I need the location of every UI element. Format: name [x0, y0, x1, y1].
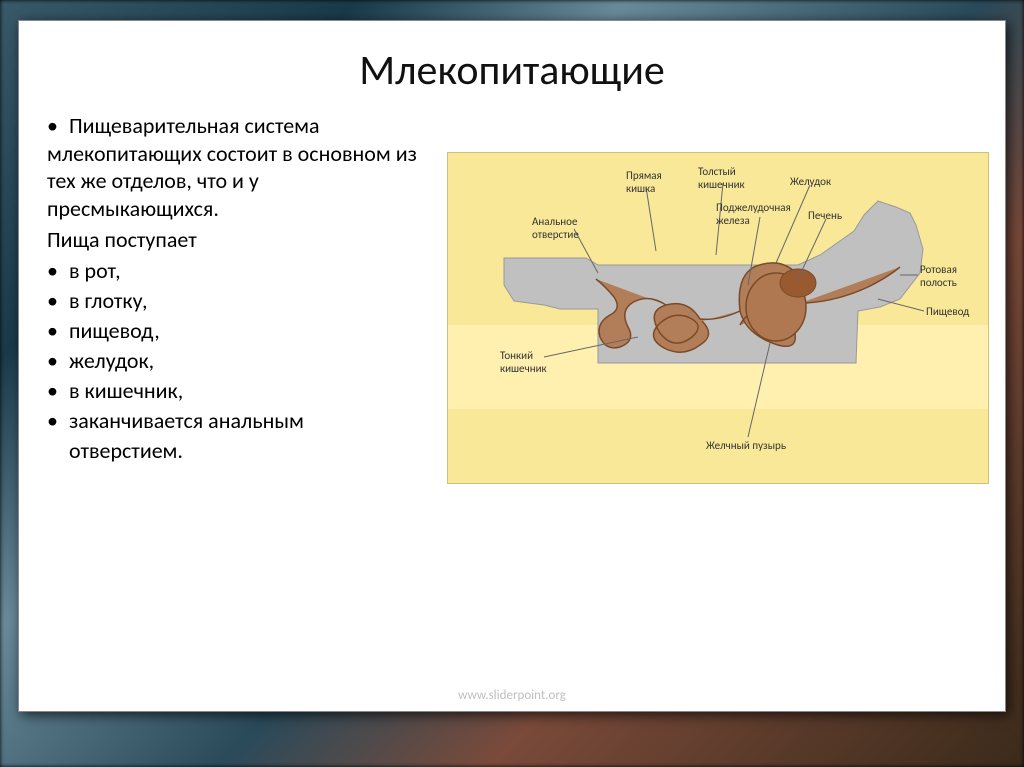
anatomy-label-rectum: Прямаякишка: [626, 169, 662, 195]
liver-shape: [780, 269, 816, 297]
anatomy-label-mouth: Ротоваяполость: [920, 263, 957, 289]
anatomy-label-smallint: Тонкийкишечник: [500, 349, 547, 375]
slide-title: Млекопитающие: [47, 45, 977, 96]
anatomy-label-stomach: Желудок: [790, 175, 831, 188]
leader-rectum: [646, 187, 656, 251]
slide-card: Млекопитающие •Пищеварительная система м…: [18, 20, 1006, 712]
anatomy-diagram: Прямаякишка Толстыйкишечник Желудок Анально…: [447, 152, 989, 484]
anatomy-label-liver: Печень: [808, 209, 842, 222]
subheading: Пища поступает: [47, 226, 427, 253]
list-item: в глотку,: [47, 287, 427, 314]
diagram-column: Прямаякишка Толстыйкишечник Желудок Анально…: [447, 152, 989, 484]
steps-list: в рот, в глотку, пищевод, желудок, в киш…: [47, 257, 427, 434]
anatomy-label-anus: Анальноеотверстие: [532, 215, 579, 241]
list-item: пищевод,: [47, 317, 427, 344]
text-column: •Пищеварительная система млекопитающих с…: [47, 112, 427, 484]
list-item: в рот,: [47, 257, 427, 284]
slide-window: Млекопитающие •Пищеварительная система м…: [0, 0, 1024, 767]
anatomy-label-pancreas: Поджелудочнаяжелеза: [716, 201, 791, 227]
anatomy-label-esoph: Пищевод: [926, 305, 969, 318]
list-item: заканчивается анальным: [47, 407, 427, 434]
intro-paragraph: •Пищеварительная система млекопитающих с…: [47, 112, 427, 222]
slide-content: •Пищеварительная система млекопитающих с…: [47, 112, 977, 484]
anatomy-label-colon: Толстыйкишечник: [698, 165, 745, 191]
list-item: в кишечник,: [47, 377, 427, 404]
anatomy-label-gall: Желчный пузырь: [706, 439, 786, 452]
list-last-line: отверстием.: [47, 437, 427, 464]
footer-url: www.sliderpoint.org: [19, 688, 1005, 703]
intro-text: Пищеварительная система млекопитающих со…: [47, 112, 417, 222]
list-item: желудок,: [47, 347, 427, 374]
